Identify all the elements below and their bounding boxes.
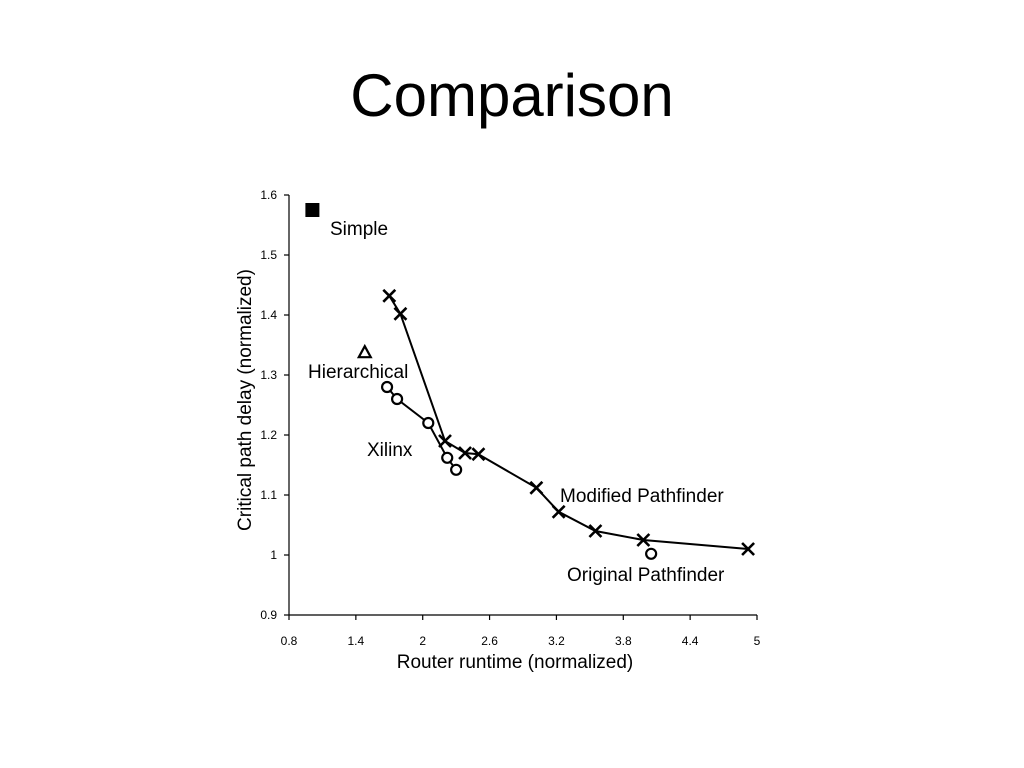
modified-pathfinder-point [529, 480, 544, 495]
x-tick-label: 0.8 [281, 634, 298, 648]
series-lines [386, 295, 749, 550]
x-tick-label: 3.2 [548, 634, 565, 648]
modified-pathfinder-point [551, 504, 566, 519]
x-axis-title: Router runtime (normalized) [397, 652, 634, 673]
modified-pathfinder-point [438, 434, 452, 448]
modified-pathfinder-line [388, 295, 749, 550]
xilinx-point [380, 380, 394, 394]
modified-pathfinder-point [588, 524, 603, 538]
xilinx-point [422, 416, 435, 430]
x-tick-label: 5 [754, 634, 761, 648]
modified-pathfinder-point [393, 306, 408, 321]
x-tick-label: 3.8 [615, 634, 632, 648]
y-tick-label: 1.1 [260, 488, 277, 502]
simple-label: Simple [330, 219, 388, 240]
y-tick-label: 1 [270, 548, 277, 562]
modified-pathfinder-point [636, 533, 651, 547]
x-tick-label: 2.6 [481, 634, 498, 648]
series-markers [305, 203, 756, 560]
modified-pathfinder-point [741, 542, 756, 556]
x-tick-label: 1.4 [348, 634, 365, 648]
modified-pathfinder-label: Modified Pathfinder [560, 486, 724, 507]
chart-axes: 0.9 1 1.1 1.2 1.3 1.4 1.5 1.6 0.8 1.4 2 2.6 3.2 3.8 4.… [260, 188, 760, 648]
xilinx-point [450, 463, 463, 476]
y-tick-label: 1.4 [260, 308, 277, 322]
modified-pathfinder-point [382, 288, 397, 303]
original-pathfinder-point [645, 547, 658, 560]
modified-pathfinder-point [471, 447, 486, 462]
y-tick-label: 0.9 [260, 608, 277, 622]
simple-point [305, 203, 320, 217]
y-tick-label: 1.2 [260, 428, 277, 442]
y-tick-label: 1.3 [260, 368, 277, 382]
y-axis-title: Critical path delay (normalized) [235, 269, 256, 531]
xilinx-point [441, 451, 454, 464]
x-tick-label: 2 [419, 634, 426, 648]
series-labels: Modified Pathfinder Original Pathfinder Xi… [308, 219, 725, 586]
hierarchical-point [356, 343, 373, 359]
y-tick-label: 1.6 [260, 188, 277, 202]
original-pathfinder-label: Original Pathfinder [567, 565, 725, 586]
hierarchical-label: Hierarchical [308, 362, 408, 383]
modified-pathfinder-point [458, 446, 472, 460]
slide-title: Comparison [350, 62, 674, 129]
xilinx-point [390, 392, 404, 406]
y-tick-label: 1.5 [260, 248, 277, 262]
x-tick-label: 4.4 [682, 634, 699, 648]
xilinx-label: Xilinx [367, 440, 413, 461]
